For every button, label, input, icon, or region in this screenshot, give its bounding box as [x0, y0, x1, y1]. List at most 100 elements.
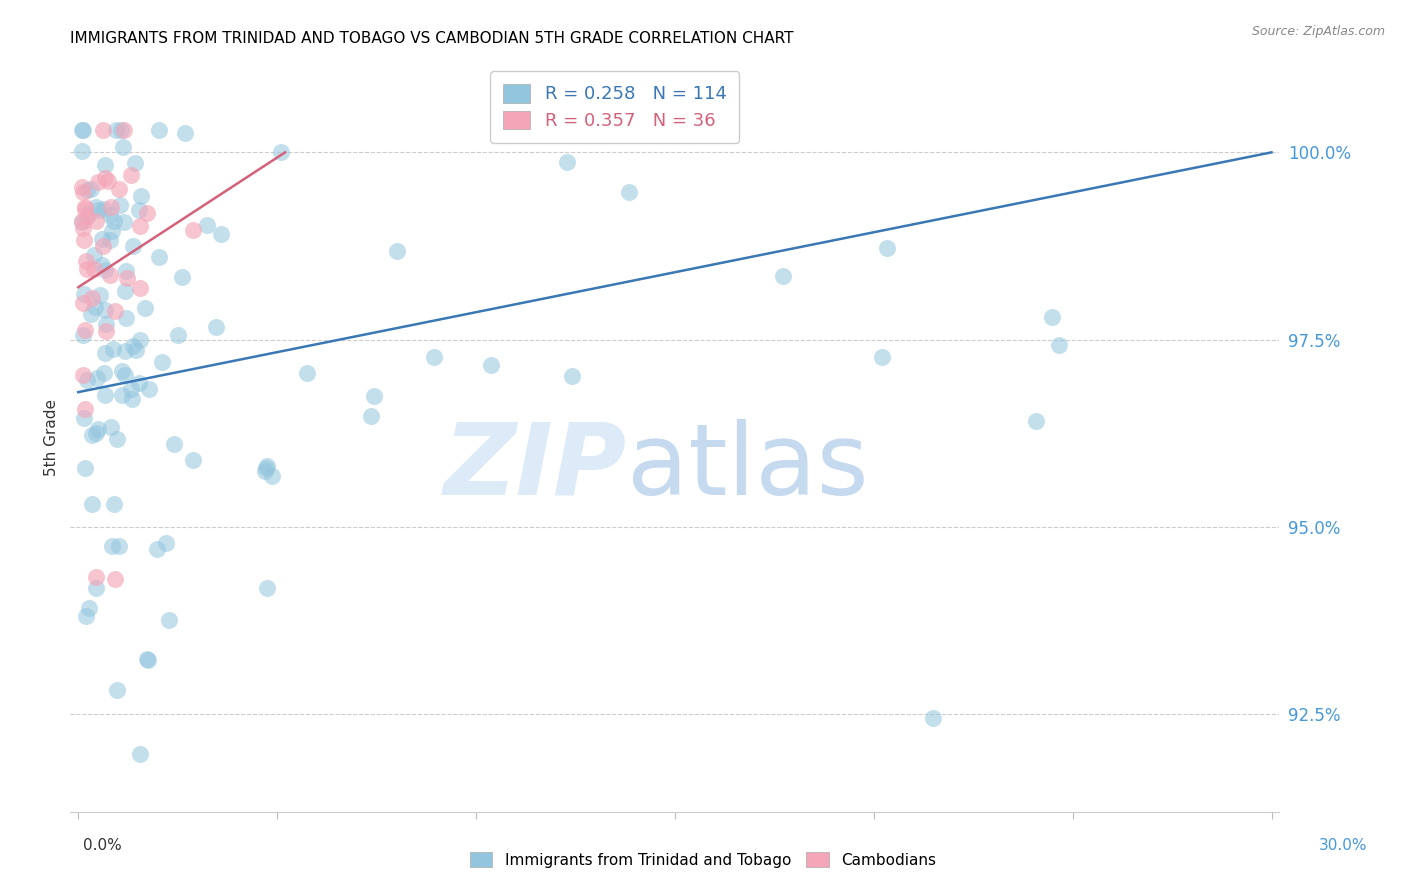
Point: [86, 371, 108, 385]
Point: [114, 343, 136, 358]
Point: [385, 244, 408, 259]
Point: [108, 539, 131, 553]
Point: [114, 284, 136, 298]
Point: [70, 214, 93, 228]
Point: [93, 202, 115, 216]
Point: [72, 186, 94, 200]
Point: [77, 601, 100, 615]
Point: [138, 382, 160, 396]
Point: [93, 820, 115, 834]
Point: [134, 301, 156, 316]
Point: [129, 281, 152, 295]
Point: [128, 333, 150, 347]
Point: [131, 820, 153, 834]
Point: [112, 123, 135, 137]
Point: [166, 328, 188, 343]
Point: [115, 264, 138, 278]
Point: [110, 198, 132, 212]
Point: [75, 254, 97, 268]
Point: [89, 287, 111, 301]
Text: IMMIGRANTS FROM TRINIDAD AND TOBAGO VS CAMBODIAN 5TH GRADE CORRELATION CHART: IMMIGRANTS FROM TRINIDAD AND TOBAGO VS C…: [70, 31, 794, 46]
Point: [98, 234, 121, 248]
Point: [360, 409, 382, 424]
Point: [561, 369, 583, 384]
Point: [104, 123, 127, 137]
Point: [155, 535, 177, 549]
Point: [363, 388, 385, 402]
Point: [1047, 338, 1070, 352]
Point: [98, 208, 121, 222]
Point: [114, 368, 136, 382]
Text: atlas: atlas: [627, 418, 868, 516]
Point: [84, 581, 107, 595]
Point: [94, 324, 117, 338]
Point: [1025, 415, 1047, 429]
Point: [76, 207, 98, 221]
Point: [103, 304, 125, 318]
Point: [115, 271, 138, 285]
Point: [91, 231, 114, 245]
Point: [72, 123, 94, 137]
Point: [94, 346, 117, 360]
Point: [75, 202, 97, 217]
Point: [111, 364, 134, 378]
Point: [136, 206, 159, 220]
Point: [86, 214, 108, 228]
Point: [103, 342, 125, 356]
Point: [73, 200, 96, 214]
Point: [105, 682, 128, 697]
Point: [148, 123, 170, 137]
Point: [91, 123, 114, 137]
Point: [125, 343, 148, 357]
Point: [75, 461, 97, 475]
Point: [73, 323, 96, 337]
Point: [256, 459, 278, 474]
Point: [82, 291, 104, 305]
Point: [254, 461, 277, 475]
Point: [104, 572, 127, 586]
Point: [422, 350, 444, 364]
Point: [121, 392, 143, 407]
Text: ZIP: ZIP: [443, 418, 627, 516]
Point: [73, 410, 96, 425]
Point: [94, 387, 117, 401]
Point: [70, 180, 93, 194]
Point: [91, 258, 114, 272]
Point: [87, 203, 110, 218]
Point: [110, 123, 132, 137]
Point: [120, 168, 142, 182]
Point: [124, 155, 146, 169]
Point: [86, 570, 108, 584]
Point: [181, 453, 204, 467]
Point: [100, 539, 122, 553]
Point: [94, 317, 117, 331]
Point: [295, 366, 318, 380]
Point: [80, 427, 103, 442]
Point: [70, 144, 93, 158]
Point: [86, 425, 108, 440]
Point: [75, 608, 97, 623]
Point: [157, 613, 180, 627]
Point: [83, 262, 105, 277]
Point: [87, 175, 110, 189]
Point: [128, 747, 150, 762]
Point: [101, 224, 124, 238]
Point: [148, 250, 170, 264]
Point: [76, 184, 98, 198]
Point: [270, 145, 292, 159]
Point: [145, 542, 167, 557]
Point: [79, 307, 101, 321]
Point: [97, 174, 120, 188]
Point: [174, 126, 197, 140]
Point: [183, 223, 205, 237]
Text: 0.0%: 0.0%: [83, 838, 122, 853]
Point: [112, 215, 135, 229]
Point: [120, 382, 142, 396]
Point: [103, 497, 125, 511]
Point: [73, 402, 96, 417]
Point: [72, 123, 94, 137]
Point: [111, 387, 134, 401]
Point: [772, 268, 794, 283]
Point: [100, 200, 122, 214]
Legend: R = 0.258   N = 114, R = 0.357   N = 36: R = 0.258 N = 114, R = 0.357 N = 36: [491, 71, 740, 143]
